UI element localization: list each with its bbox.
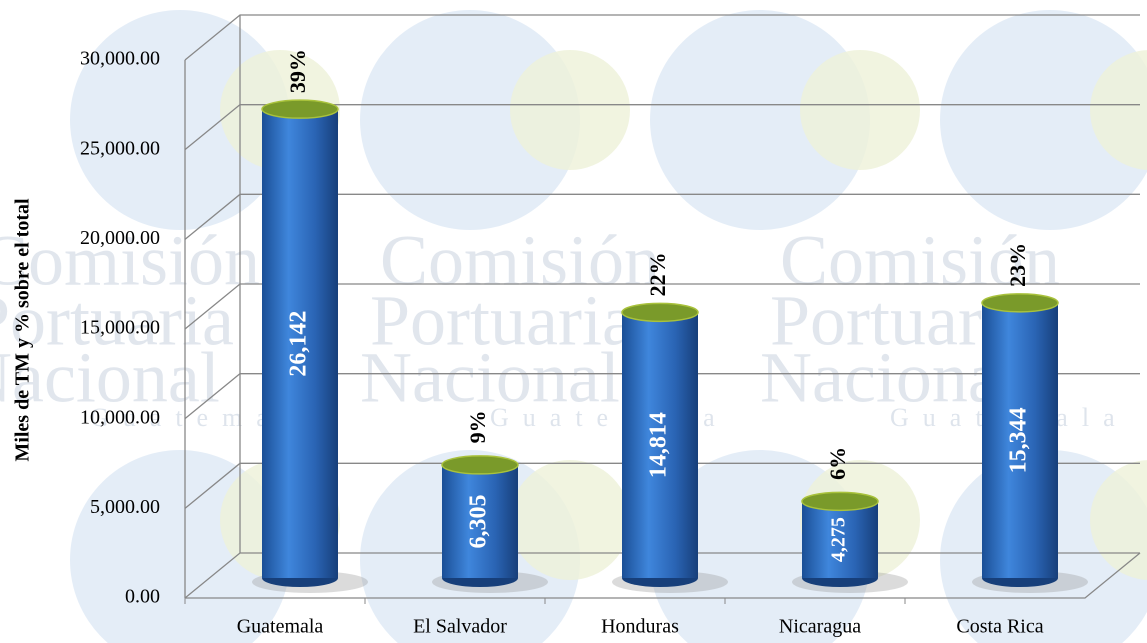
value-label: 26,142 [286,311,312,377]
x-tick-label: Honduras [601,616,679,638]
annotation: 22% [645,252,670,296]
y-tick-label: 20,000.00 [80,227,160,249]
bar-top [442,456,518,474]
y-tick-label: 15,000.00 [80,317,160,339]
bar-top [802,492,878,510]
logo-circle [800,50,920,170]
y-tick-label: 30,000.00 [80,48,160,70]
x-tick-label: Nicaragua [779,616,861,638]
y-tick-label: 25,000.00 [80,137,160,159]
x-tick-label: El Salvador [413,616,507,638]
value-label: 14,814 [646,412,672,478]
bar-top [262,100,338,118]
bar-top [982,294,1058,312]
annotation: 23% [1005,243,1030,287]
value-label: 6,305 [466,494,492,548]
bar-top [622,303,698,321]
logo-circle [510,50,630,170]
y-tick-label: 10,000.00 [80,406,160,428]
logo-circle [510,460,630,580]
value-label: 15,344 [1006,407,1032,473]
y-axis-title: Miles de TM y % sobre el total [12,198,34,462]
y-tick-label: 0.00 [125,586,160,608]
y-tick-label: 5,000.00 [90,496,160,518]
annotation: 9% [465,410,490,443]
annotation: 39% [285,49,310,93]
value-label: 4,275 [828,517,850,562]
chart: ComisiónPortuariaNacionalGuatemalaComisi… [0,0,1147,643]
x-tick-label: Costa Rica [956,616,1043,638]
x-tick-label: Guatemala [237,616,324,638]
annotation: 6% [825,447,850,480]
